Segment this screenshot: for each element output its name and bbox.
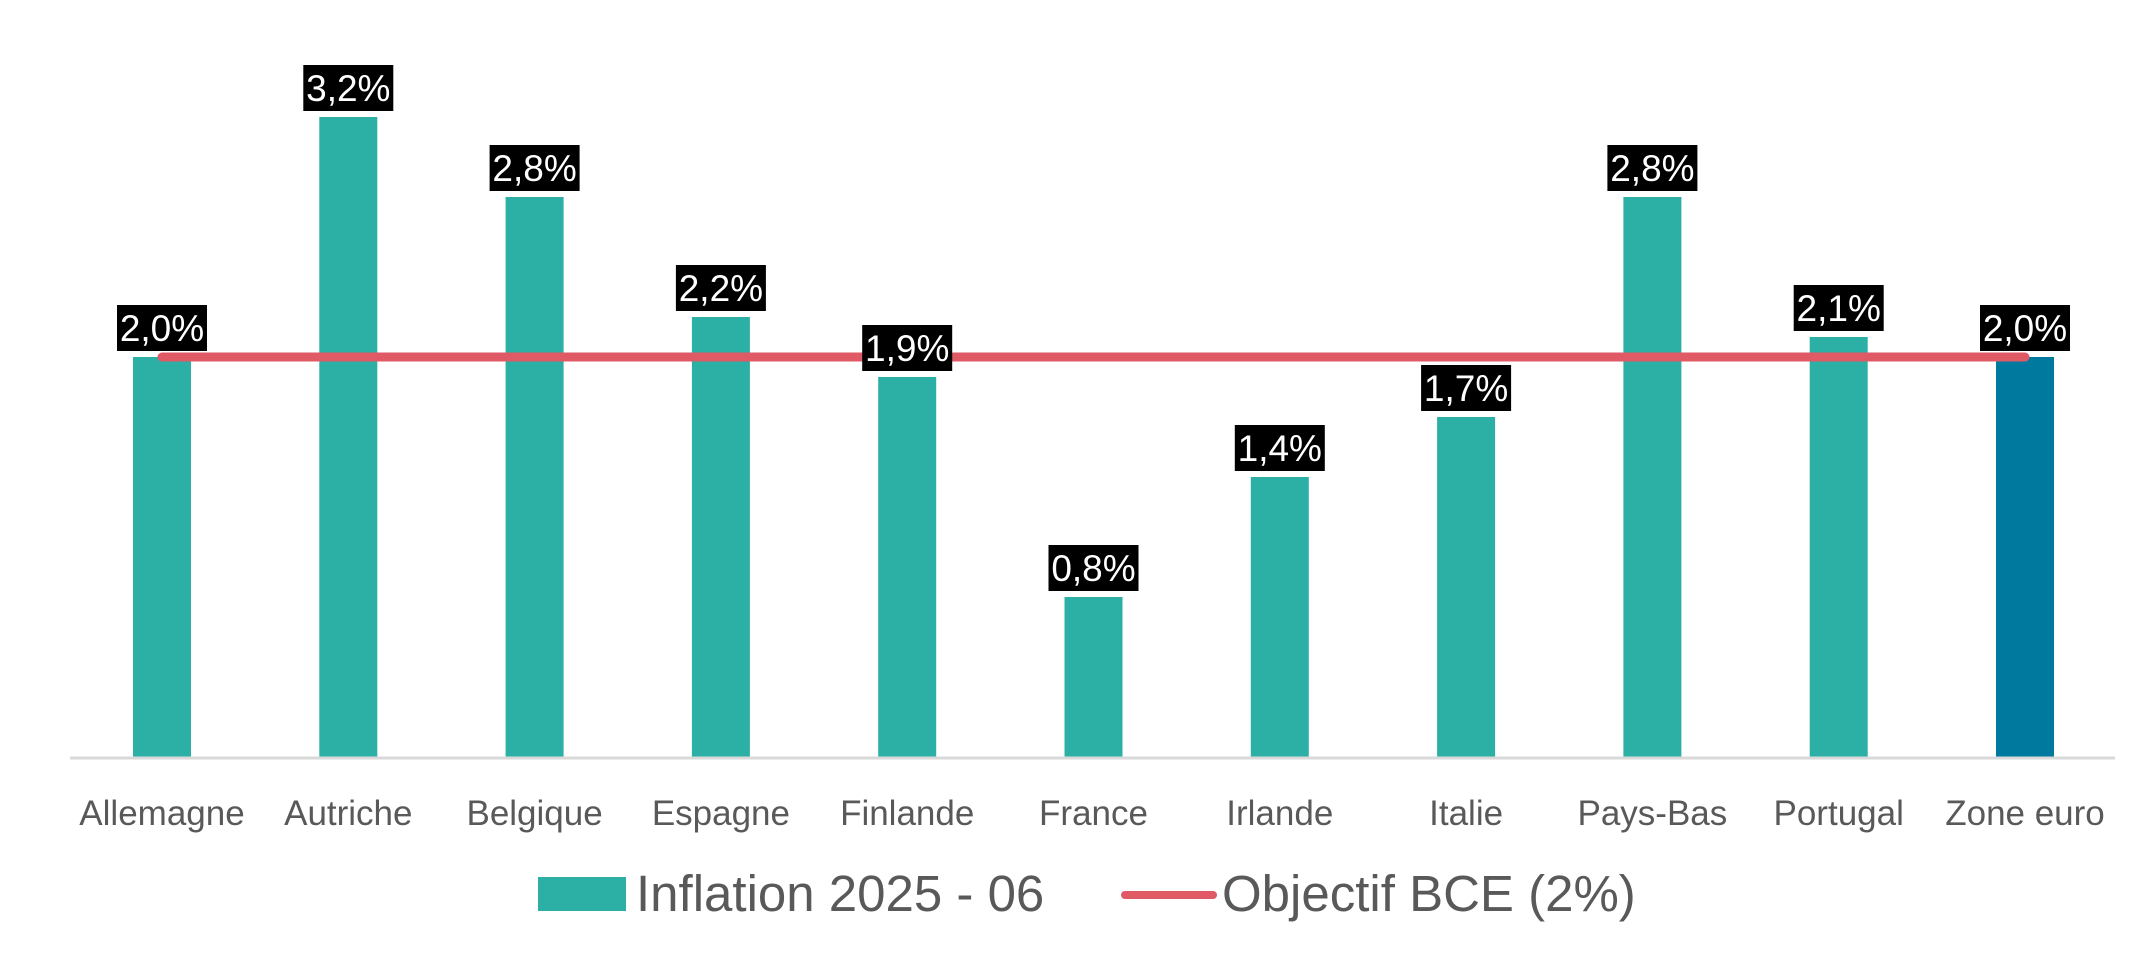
data-label-box (1793, 285, 1884, 331)
x-tick-label-belgique: Belgique (466, 794, 602, 833)
data-label-box (862, 325, 953, 371)
bar-france (1064, 597, 1123, 757)
data-label-box (1607, 145, 1698, 191)
bar-autriche (319, 117, 378, 757)
x-tick-label-finlande: Finlande (840, 794, 974, 833)
data-label-value: 1,7% (1424, 368, 1508, 409)
data-label-value: 2,0% (1983, 308, 2067, 349)
data-label-irlande: 1,4% (1234, 425, 1325, 471)
bar-allemagne (133, 357, 191, 757)
bar-espagne (691, 317, 750, 757)
data-label-box (303, 65, 394, 111)
x-tick-label-portugal: Portugal (1774, 794, 1904, 833)
data-labels-layer: 2,0% 3,2% 2,8% 2,2% 1,9% 0,8% 1,4% 1,7% 2,8% 2,1%… (117, 65, 2070, 591)
bar-irlande (1250, 477, 1309, 757)
data-label-pays-bas: 2,8% (1607, 145, 1698, 191)
x-tick-label-irlande: Irlande (1226, 794, 1333, 833)
data-label-france: 0,8% (1048, 545, 1139, 591)
legend-swatch-inflation (538, 877, 626, 911)
data-label-box (1234, 425, 1325, 471)
x-tick-label-espagne: Espagne (652, 794, 790, 833)
data-label-box (675, 265, 766, 311)
bar-zone-euro (1996, 357, 2054, 757)
data-label-autriche: 3,2% (303, 65, 394, 111)
data-label-value: 2,8% (1610, 148, 1694, 189)
data-label-finlande: 1,9% (862, 325, 953, 371)
bar-portugal (1809, 337, 1868, 757)
x-tick-label-zone-euro: Zone euro (1945, 794, 2105, 833)
x-tick-labels-layer: Allemagne Autriche Belgique Espagne Finlande… (79, 794, 2104, 833)
data-label-value: 0,8% (1051, 548, 1135, 589)
data-label-espagne: 2,2% (675, 265, 766, 311)
data-label-box (1421, 365, 1512, 411)
data-label-box (1048, 545, 1139, 591)
bar-belgique (505, 197, 564, 757)
bar-pays-bas (1623, 197, 1682, 757)
legend-label-inflation: Inflation 2025 - 06 (636, 865, 1044, 922)
bars-layer (133, 117, 2054, 757)
data-label-value: 1,4% (1238, 428, 1322, 469)
data-label-portugal: 2,1% (1793, 285, 1884, 331)
data-label-box (489, 145, 580, 191)
x-tick-label-pays-bas: Pays-Bas (1578, 794, 1728, 833)
x-tick-label-italie: Italie (1429, 794, 1503, 833)
x-tick-label-allemagne: Allemagne (79, 794, 244, 833)
data-label-italie: 1,7% (1421, 365, 1512, 411)
data-label-value: 1,9% (865, 328, 949, 369)
data-label-value: 2,0% (120, 308, 204, 349)
data-label-belgique: 2,8% (489, 145, 580, 191)
data-label-box (1980, 305, 2070, 351)
x-tick-label-france: France (1039, 794, 1148, 833)
data-label-value: 2,1% (1797, 288, 1881, 329)
legend-label-objectif-bce: Objectif BCE (2%) (1222, 865, 1636, 922)
bar-finlande (878, 377, 937, 757)
data-label-zone-euro: 2,0% (1980, 305, 2070, 351)
data-label-box (117, 305, 207, 351)
x-tick-label-autriche: Autriche (284, 794, 412, 833)
data-label-value: 2,8% (492, 148, 576, 189)
data-label-value: 3,2% (306, 68, 390, 109)
data-label-value: 2,2% (679, 268, 763, 309)
data-label-allemagne: 2,0% (117, 305, 207, 351)
bar-italie (1437, 417, 1496, 757)
legend: Inflation 2025 - 06 Objectif BCE (2%) (538, 865, 1636, 922)
